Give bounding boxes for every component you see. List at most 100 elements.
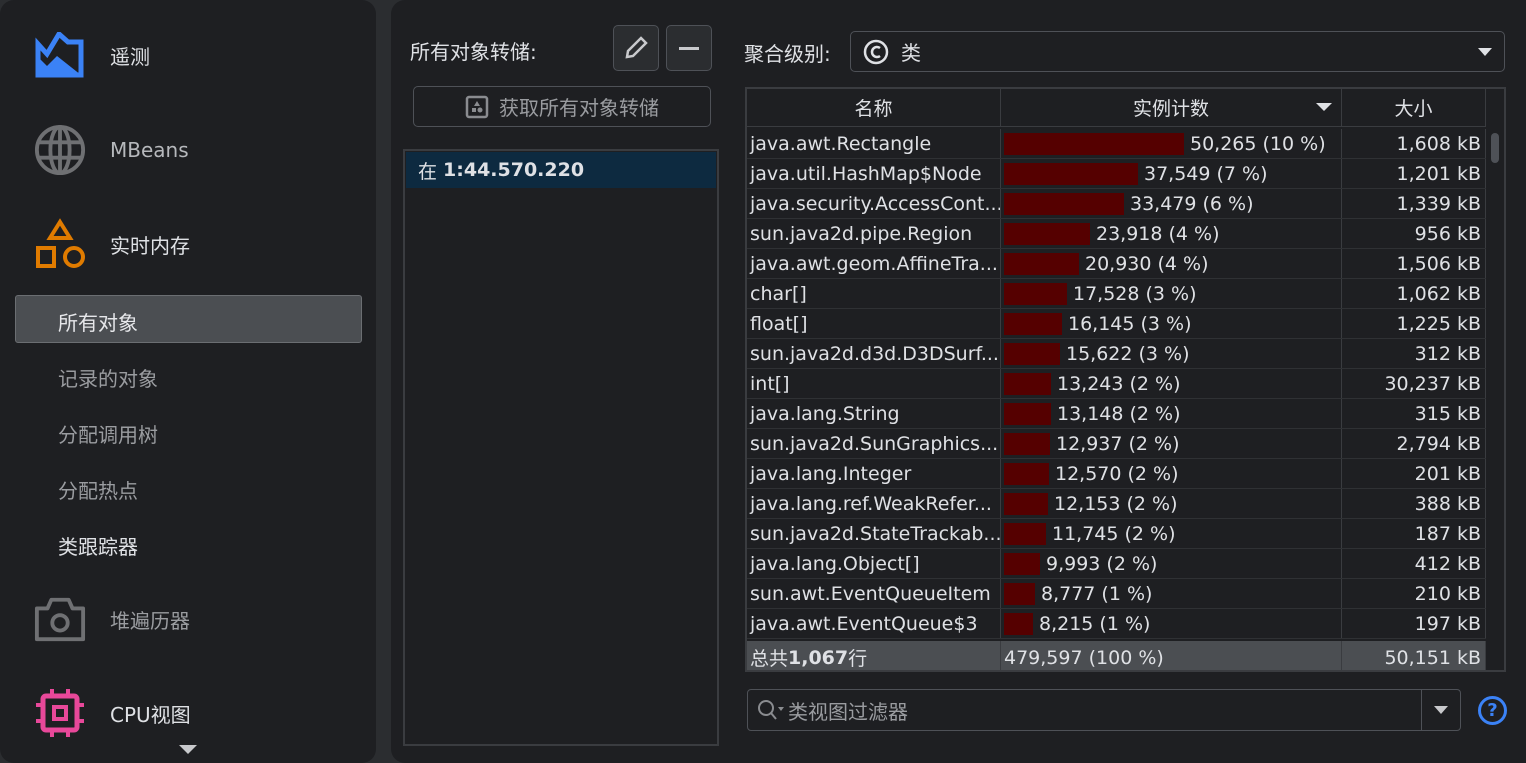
table-row[interactable]: java.lang.String 13,148 (2 %) 315 kB [747, 399, 1486, 429]
size: 1,608 kB [1342, 129, 1486, 158]
count-bar [1004, 342, 1060, 365]
size: 1,506 kB [1342, 249, 1486, 278]
shapes-icon [34, 218, 86, 270]
sort-descending-icon [1316, 103, 1332, 111]
minus-icon [679, 46, 699, 50]
total-count: 479,597 (100 %) [1001, 641, 1342, 670]
table-total-row: 总共 1,067 行 479,597 (100 %) 50,151 kB [747, 641, 1486, 670]
count-bar [1004, 312, 1062, 335]
count-bar [1004, 612, 1033, 635]
count-bar [1004, 432, 1050, 455]
instance-count: 37,549 (7 %) [1001, 159, 1342, 188]
size: 197 kB [1342, 609, 1486, 638]
class-name: java.lang.String [747, 399, 1001, 428]
class-name: sun.java2d.d3d.D3DSurf... [747, 339, 1001, 368]
count-bar [1004, 162, 1138, 185]
sidebar-subitem-all-objects[interactable] [15, 295, 362, 343]
instance-count: 17,528 (3 %) [1001, 279, 1342, 308]
sidebar-subitem-label: 所有对象 [58, 311, 138, 335]
instance-count: 8,777 (1 %) [1001, 579, 1342, 608]
count-bar [1004, 222, 1090, 245]
instance-count: 50,265 (10 %) [1001, 129, 1342, 158]
table-row[interactable]: java.security.AccessCont... 33,479 (6 %) 1… [747, 189, 1486, 219]
count-bar [1004, 462, 1049, 485]
instance-count: 12,570 (2 %) [1001, 459, 1342, 488]
chevron-down-icon [1478, 48, 1492, 56]
cpu-icon [34, 687, 86, 739]
instance-count: 13,148 (2 %) [1001, 399, 1342, 428]
sidebar-item-cpu-views[interactable]: CPU视图 [34, 685, 191, 741]
delete-button[interactable] [666, 25, 712, 71]
size: 388 kB [1342, 489, 1486, 518]
class-name: java.lang.ref.WeakRefer... [747, 489, 1001, 518]
count-bar [1004, 132, 1184, 155]
instance-count: 23,918 (4 %) [1001, 219, 1342, 248]
class-filter-input[interactable]: 类视图过滤器 [747, 689, 1461, 731]
table-row[interactable]: java.awt.EventQueue$3 8,215 (1 %) 197 kB [747, 609, 1486, 639]
class-name: sun.java2d.StateTrackab... [747, 519, 1001, 548]
sidebar-subitem-class-tracker[interactable]: 类跟踪器 [58, 535, 138, 559]
class-name: java.awt.geom.AffineTra... [747, 249, 1001, 278]
sidebar: 遥测 MBeans 实时内存 所有对象 记录的对象 分配调用树 分配热点 类跟踪… [0, 0, 376, 763]
size: 315 kB [1342, 399, 1486, 428]
globe-icon [34, 124, 86, 176]
sidebar-subitem-allocation-hotspots[interactable]: 分配热点 [58, 479, 138, 503]
total-rows: 总共 1,067 行 [747, 641, 1001, 670]
table-row[interactable]: sun.java2d.SunGraphics... 12,937 (2 %) 2,7… [747, 429, 1486, 459]
take-dump-button[interactable]: 获取所有对象转储 [413, 86, 711, 127]
class-table: 名称 实例计数 大小 java.awt.Rectangle 50,265 (10 … [745, 87, 1506, 672]
instance-count: 8,215 (1 %) [1001, 609, 1342, 638]
class-name: java.awt.Rectangle [747, 129, 1001, 158]
class-name: java.awt.EventQueue$3 [747, 609, 1001, 638]
size: 1,225 kB [1342, 309, 1486, 338]
dump-list: 在 1:44.570.220 [403, 149, 719, 746]
sidebar-item-telemetry[interactable]: 遥测 [34, 27, 150, 83]
table-row[interactable]: float[] 16,145 (3 %) 1,225 kB [747, 309, 1486, 339]
table-row[interactable]: java.lang.Integer 12,570 (2 %) 201 kB [747, 459, 1486, 489]
scrollbar-thumb[interactable] [1491, 133, 1499, 163]
instance-count: 16,145 (3 %) [1001, 309, 1342, 338]
table-row[interactable]: java.util.HashMap$Node 37,549 (7 %) 1,201 … [747, 159, 1486, 189]
count-bar [1004, 402, 1051, 425]
table-row[interactable]: java.awt.geom.AffineTra... 20,930 (4 %) 1,… [747, 249, 1486, 279]
count-bar [1004, 552, 1040, 575]
table-row[interactable]: java.lang.ref.WeakRefer... 12,153 (2 %) 38… [747, 489, 1486, 519]
table-header: 名称 实例计数 大小 [747, 89, 1486, 127]
table-row[interactable]: sun.java2d.StateTrackab... 11,745 (2 %) 18… [747, 519, 1486, 549]
dump-list-item[interactable]: 在 1:44.570.220 [406, 152, 716, 188]
size: 312 kB [1342, 339, 1486, 368]
table-row[interactable]: java.lang.Object[] 9,993 (2 %) 412 kB [747, 549, 1486, 579]
count-bar [1004, 522, 1046, 545]
class-name: java.lang.Object[] [747, 549, 1001, 578]
dumps-title: 所有对象转储: [410, 40, 537, 64]
count-bar [1004, 252, 1079, 275]
sidebar-item-live-memory[interactable]: 实时内存 [34, 216, 190, 272]
pencil-icon [625, 36, 648, 59]
size: 1,339 kB [1342, 189, 1486, 218]
table-row[interactable]: int[] 13,243 (2 %) 30,237 kB [747, 369, 1486, 399]
column-header-instance-count[interactable]: 实例计数 [1001, 89, 1342, 126]
table-scrollbar[interactable] [1488, 129, 1502, 670]
help-icon[interactable]: ? [1478, 696, 1507, 725]
sidebar-subitem-allocation-tree[interactable]: 分配调用树 [58, 423, 158, 447]
table-row[interactable]: java.awt.Rectangle 50,265 (10 %) 1,608 kB [747, 129, 1486, 159]
size: 412 kB [1342, 549, 1486, 578]
sidebar-subitem-recorded-objects[interactable]: 记录的对象 [58, 367, 158, 391]
size: 1,062 kB [1342, 279, 1486, 308]
table-row[interactable]: char[] 17,528 (3 %) 1,062 kB [747, 279, 1486, 309]
table-row[interactable]: sun.awt.EventQueueItem 8,777 (1 %) 210 kB [747, 579, 1486, 609]
sidebar-item-mbeans[interactable]: MBeans [34, 122, 189, 178]
instance-count: 33,479 (6 %) [1001, 189, 1342, 218]
table-row[interactable]: sun.java2d.pipe.Region 23,918 (4 %) 956 kB [747, 219, 1486, 249]
instance-count: 13,243 (2 %) [1001, 369, 1342, 398]
aggregation-select[interactable]: 类 [850, 31, 1505, 72]
filter-dropdown-button[interactable] [1421, 690, 1460, 730]
sidebar-item-heap-walker[interactable]: 堆遍历器 [34, 591, 190, 647]
size: 210 kB [1342, 579, 1486, 608]
column-header-size[interactable]: 大小 [1342, 89, 1486, 126]
rename-button[interactable] [613, 25, 659, 71]
scroll-down-icon[interactable] [179, 745, 197, 754]
column-header-name[interactable]: 名称 [747, 89, 1001, 126]
table-row[interactable]: sun.java2d.d3d.D3DSurf... 15,622 (3 %) 312… [747, 339, 1486, 369]
instance-count: 12,153 (2 %) [1001, 489, 1342, 518]
